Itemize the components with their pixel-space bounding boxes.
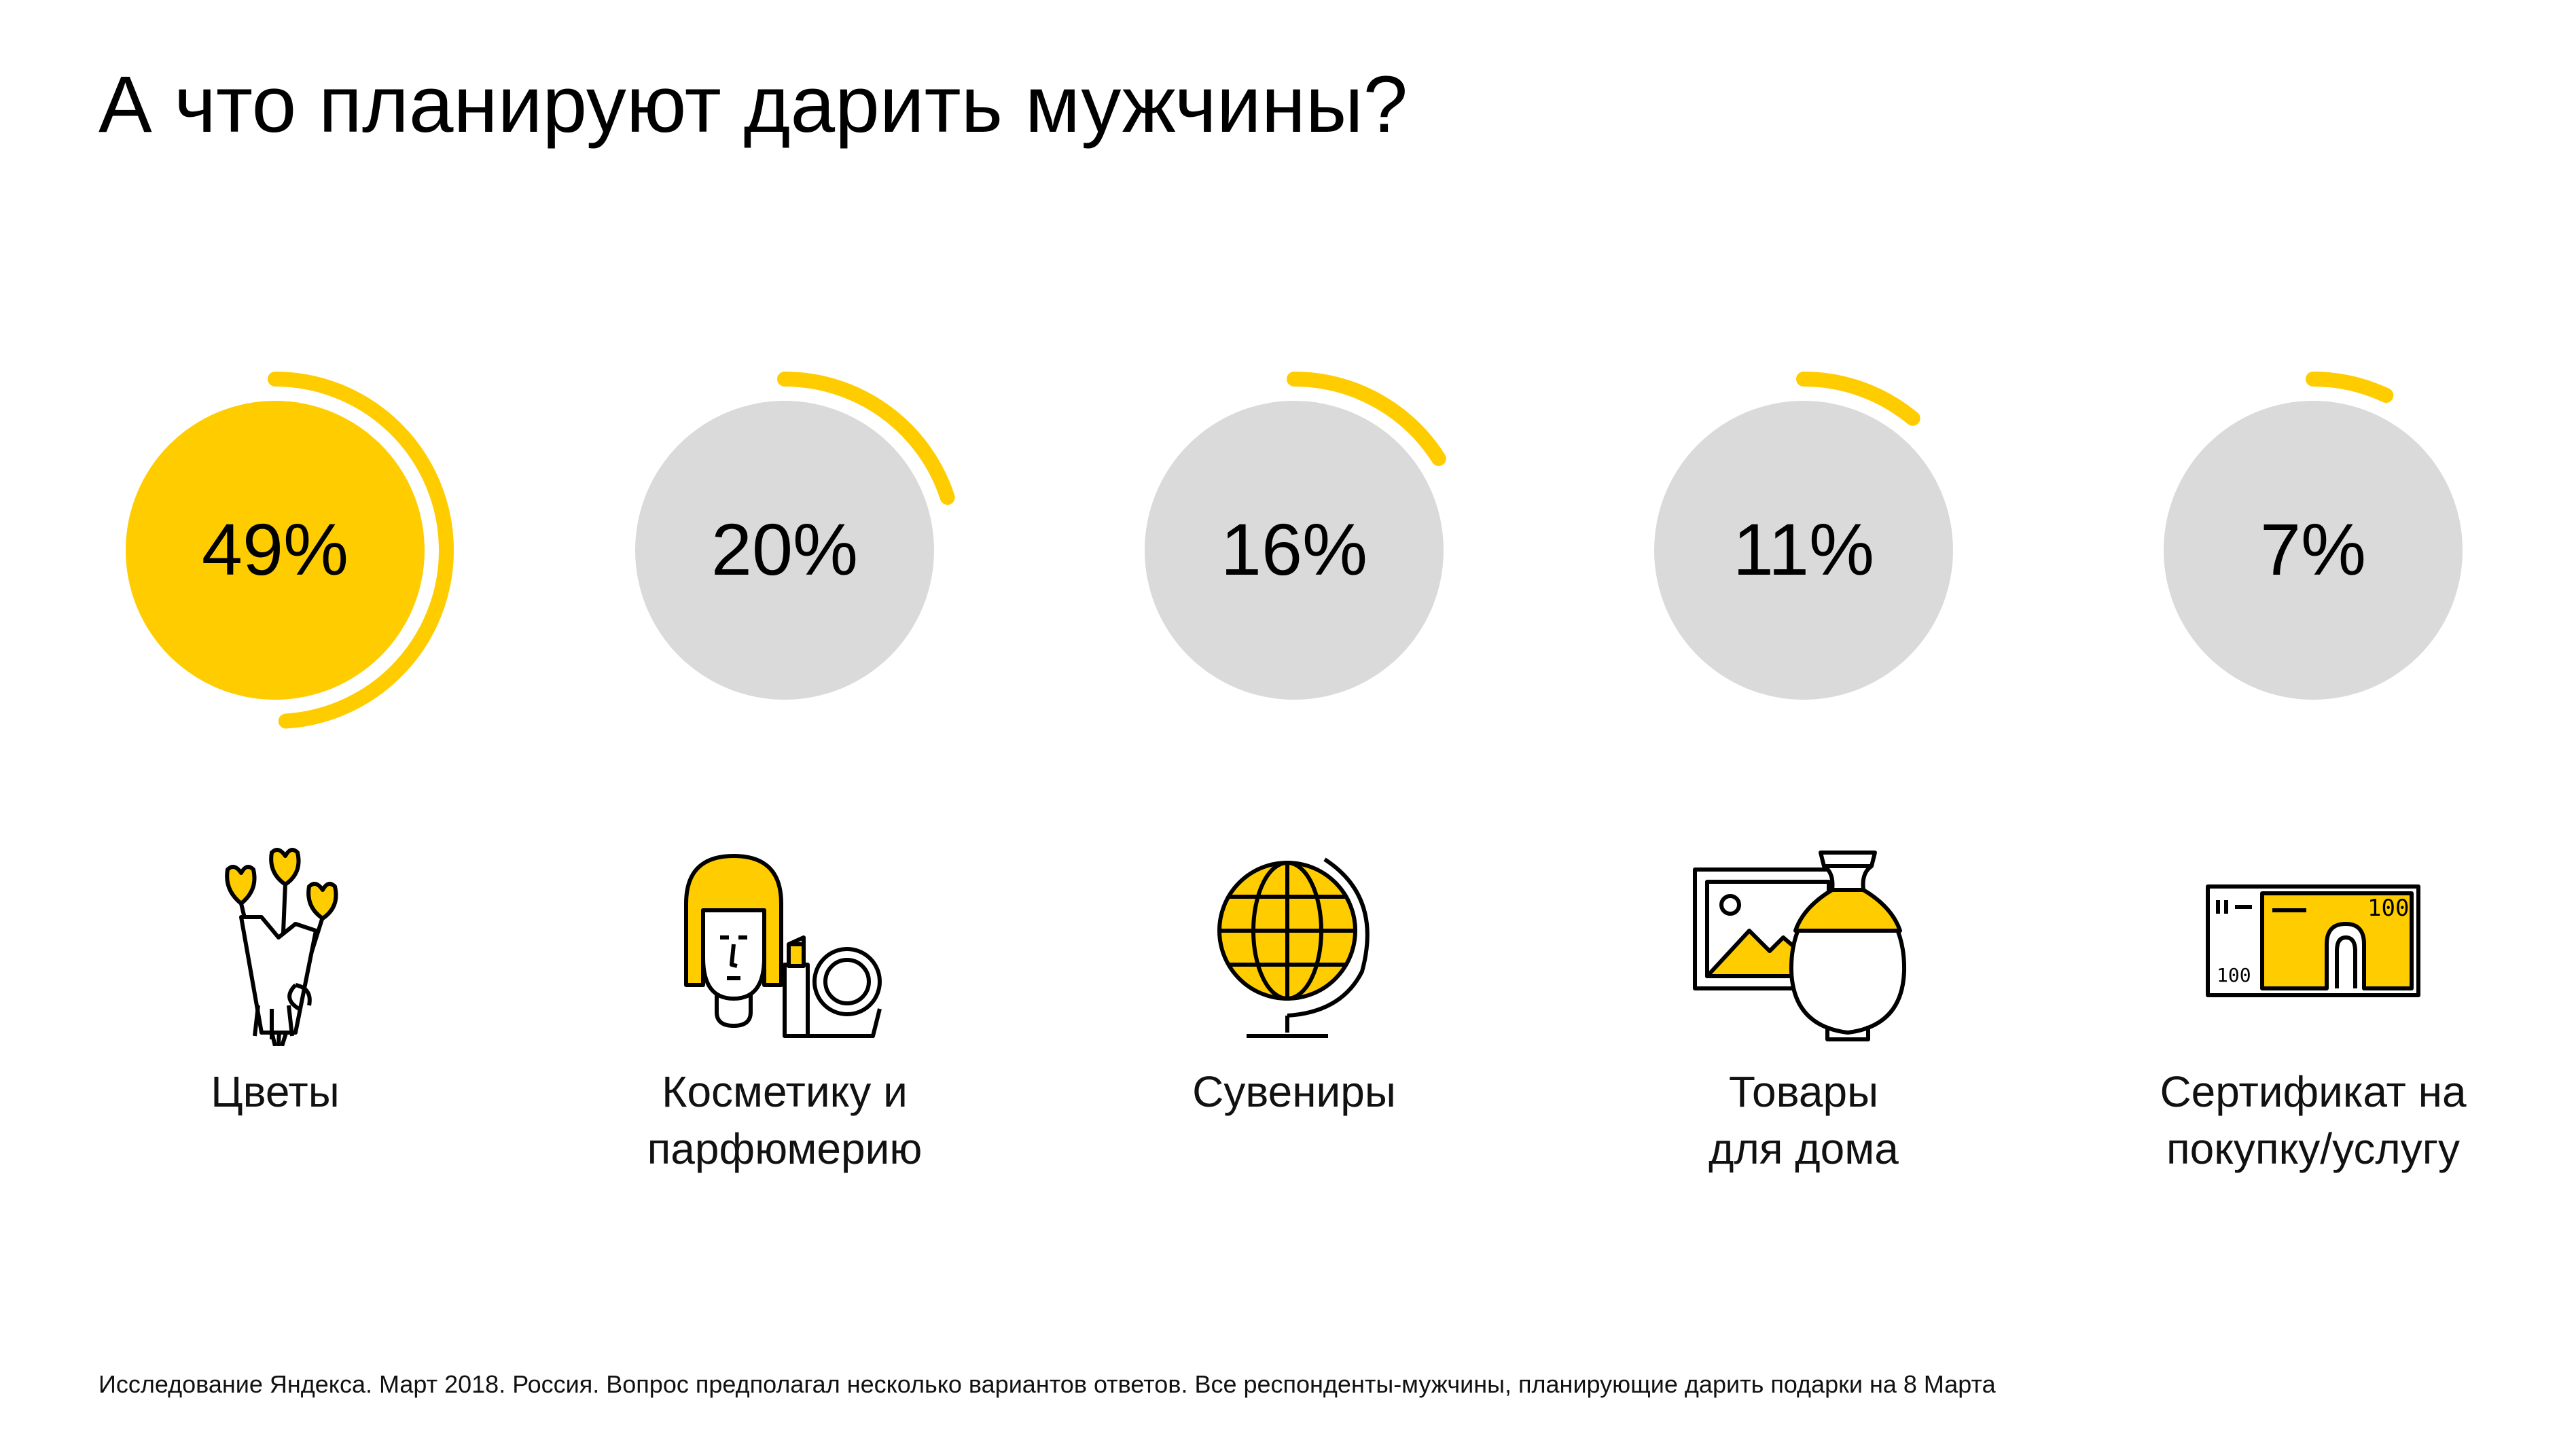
- category-label: Цветы: [211, 1067, 340, 1116]
- svg-text:100: 100: [2217, 964, 2251, 986]
- category-label: Сувениры: [1192, 1067, 1396, 1116]
- cosmetics-icon: [669, 842, 900, 1046]
- category-label: Товары для дома: [1709, 1067, 1899, 1173]
- percent-arc: [777, 372, 955, 505]
- percent-arc: [1287, 372, 1446, 466]
- percent-circle: [1654, 401, 1953, 700]
- globe-icon: [1179, 842, 1410, 1046]
- category-label: Косметику и парфюмерию: [647, 1067, 923, 1173]
- footnote: Исследование Яндекса. Март 2018. Россия.…: [99, 1370, 1996, 1398]
- percent-circle: [1145, 401, 1444, 700]
- category-label: Сертификат на покупку/услугу: [2160, 1067, 2467, 1173]
- percent-circle: [635, 401, 934, 700]
- gift-certificate-icon: 100 100: [2198, 842, 2429, 1046]
- percent-value-label: 7%: [2260, 508, 2366, 590]
- percent-circle: [2164, 401, 2463, 700]
- percent-arc: [2306, 372, 2394, 403]
- percent-arc: [268, 372, 454, 729]
- svg-text:100: 100: [2367, 895, 2409, 922]
- percent-value-label: 49%: [202, 508, 348, 590]
- page-title: А что планируют дарить мужчины?: [99, 60, 1408, 149]
- home-goods-icon: [1688, 842, 1919, 1046]
- percent-arc: [1796, 372, 1920, 426]
- percent-value-label: 20%: [711, 508, 858, 590]
- chart-area: 49% 20% 16% 11% 7%: [0, 340, 2576, 774]
- percent-value-label: 11%: [1733, 508, 1874, 590]
- flowers-bouquet-icon: [160, 842, 391, 1047]
- donut-chart: 49% 20% 16% 11% 7%: [126, 372, 2463, 729]
- percent-value-label: 16%: [1221, 508, 1367, 590]
- percent-circle: [126, 401, 425, 700]
